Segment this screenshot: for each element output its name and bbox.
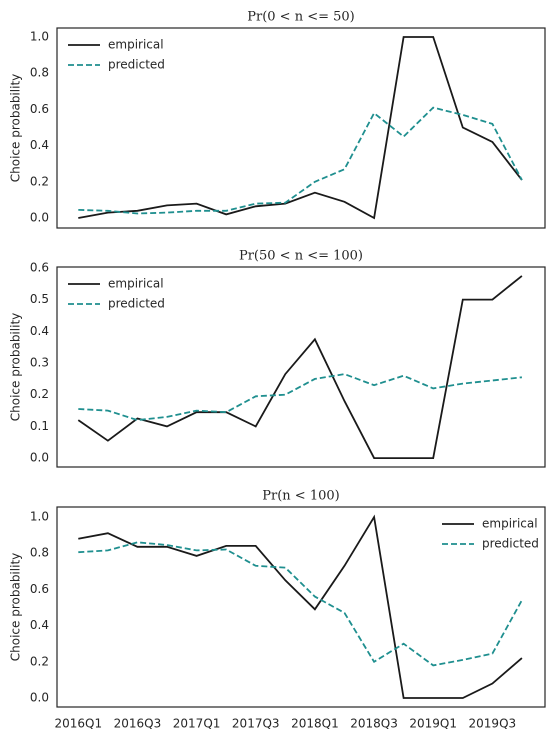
y-tick-label: 0.4 xyxy=(30,618,49,632)
series-line xyxy=(78,106,523,215)
x-tick-label: 2016Q3 xyxy=(114,717,162,731)
legend-label: empirical xyxy=(108,277,164,291)
y-tick-label: 1.0 xyxy=(30,509,49,523)
x-tick-label: 2018Q3 xyxy=(350,717,398,731)
y-tick-label: 0.4 xyxy=(30,138,49,152)
subplot-title: Pr(0 < n <= 50) xyxy=(247,10,355,25)
y-tick-label: 0.2 xyxy=(30,654,49,668)
legend-label: predicted xyxy=(108,297,165,311)
y-tick-label: 0.6 xyxy=(30,260,49,274)
y-tick-label: 0.2 xyxy=(30,387,49,401)
y-tick-label: 0.8 xyxy=(30,546,49,560)
y-tick-label: 0.5 xyxy=(30,292,49,306)
y-tick-label: 0.1 xyxy=(30,419,49,433)
series-line xyxy=(78,36,523,220)
y-tick-label: 0.6 xyxy=(30,102,49,116)
series-line xyxy=(78,373,522,422)
y-axis-label: Choice probability xyxy=(9,553,23,661)
series-line xyxy=(78,514,523,699)
y-tick-label: 1.0 xyxy=(30,30,49,44)
series-line xyxy=(78,541,523,667)
y-tick-label: 0.0 xyxy=(30,451,49,465)
x-tick-label: 2019Q3 xyxy=(469,717,517,731)
y-tick-label: 0.0 xyxy=(30,690,49,704)
y-tick-label: 0.0 xyxy=(30,211,49,225)
axes-frame xyxy=(56,506,546,708)
legend-label: predicted xyxy=(482,537,539,551)
x-tick-label: 2016Q1 xyxy=(54,717,102,731)
legend-label: empirical xyxy=(108,38,164,52)
y-axis-label: Choice probability xyxy=(9,313,23,421)
y-tick-label: 0.8 xyxy=(30,66,49,80)
legend-label: predicted xyxy=(108,58,165,72)
subplot-title: Pr(50 < n <= 100) xyxy=(239,249,363,264)
y-tick-label: 0.2 xyxy=(30,174,49,188)
x-tick-label: 2017Q3 xyxy=(232,717,280,731)
x-tick-label: 2018Q1 xyxy=(291,717,339,731)
y-tick-label: 0.4 xyxy=(30,324,49,338)
y-axis-label: Choice probability xyxy=(9,74,23,182)
x-tick-label: 2019Q1 xyxy=(409,717,457,731)
series-line xyxy=(77,275,523,459)
y-tick-label: 0.3 xyxy=(30,356,49,370)
axes-frame xyxy=(56,266,546,468)
subplot-title: Pr(n < 100) xyxy=(262,489,339,504)
y-tick-label: 0.6 xyxy=(30,582,49,596)
legend-label: empirical xyxy=(482,517,538,531)
x-tick-label: 2017Q1 xyxy=(173,717,221,731)
axes-frame xyxy=(56,27,546,229)
